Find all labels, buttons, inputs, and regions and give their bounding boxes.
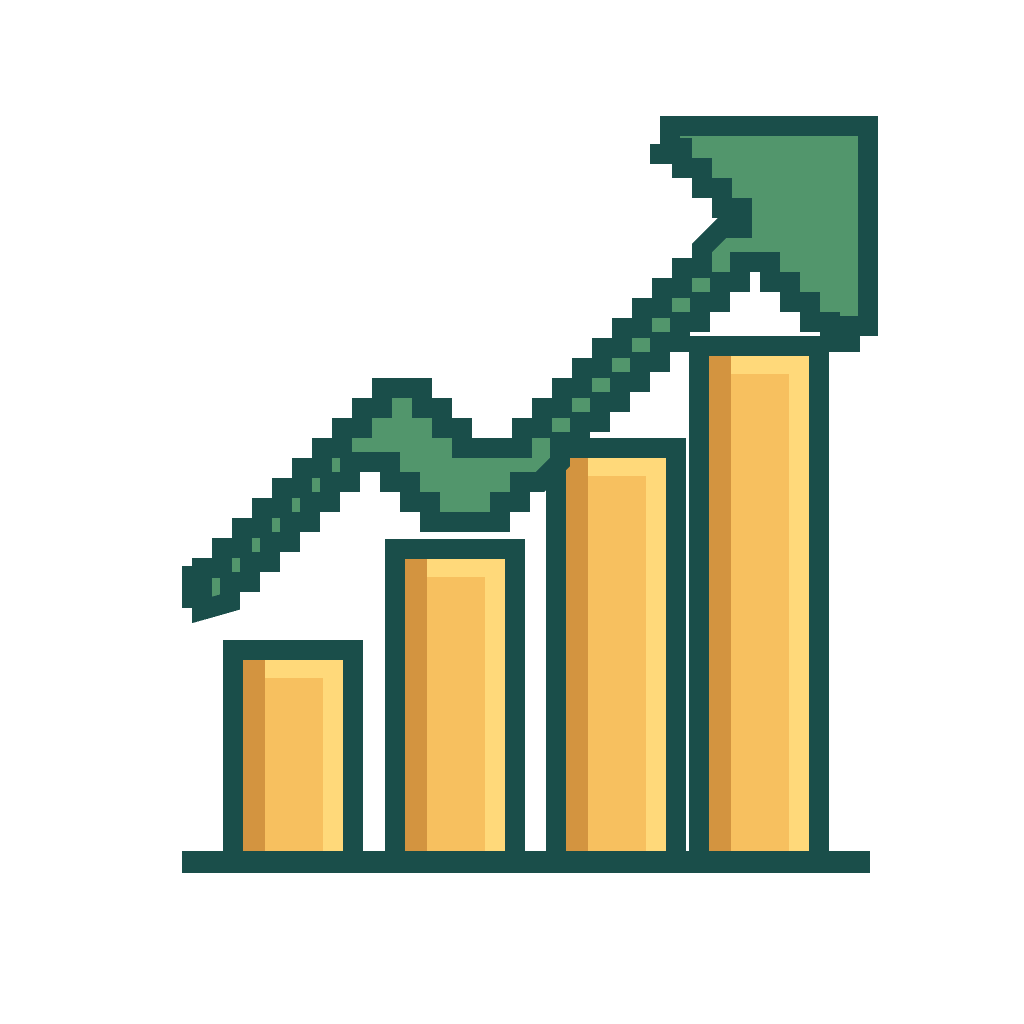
arrow-head-tip-notch: [830, 326, 850, 344]
bar-2-highlight-top: [427, 559, 505, 577]
chart-baseline: [182, 851, 870, 873]
bar-4-highlight-top: [731, 356, 809, 374]
bar-1-highlight-top: [265, 660, 343, 678]
bar-3-highlight-side: [646, 476, 666, 851]
bar-2-highlight-side: [485, 577, 505, 851]
arrow-tail-cap: [182, 566, 202, 608]
bar-1-shadow: [243, 660, 265, 851]
bar-1-highlight-side: [323, 678, 343, 851]
bar-3-highlight-top: [588, 458, 666, 476]
arrow-head-notch: [650, 144, 672, 164]
bar-3-shadow: [566, 458, 588, 851]
bar-4-highlight-side: [789, 374, 809, 851]
bar-2-shadow: [405, 559, 427, 851]
bar-4-shadow: [709, 356, 731, 851]
